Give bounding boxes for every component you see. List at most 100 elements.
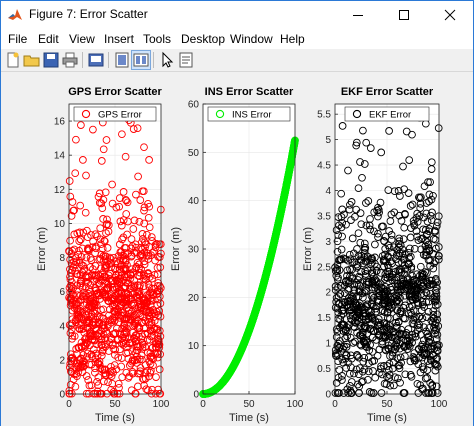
data-point xyxy=(427,389,436,397)
data-point xyxy=(356,209,365,217)
data-point xyxy=(396,307,405,316)
data-point xyxy=(152,373,160,381)
data-point xyxy=(104,283,112,292)
data-point xyxy=(400,185,409,194)
data-point xyxy=(364,375,372,384)
new-figure-icon[interactable] xyxy=(4,51,22,69)
data-point xyxy=(417,343,426,351)
data-point xyxy=(348,234,357,243)
data-point xyxy=(71,261,79,269)
data-point xyxy=(373,351,382,360)
data-point xyxy=(416,194,424,202)
y-tick-label: 5 xyxy=(325,135,331,146)
edit-plot-arrow-icon[interactable] xyxy=(158,51,176,69)
data-point xyxy=(396,192,404,200)
close-icon xyxy=(444,9,456,21)
data-point xyxy=(152,325,161,334)
data-point xyxy=(382,328,391,336)
data-point xyxy=(358,173,366,182)
menu-desktop[interactable]: Desktop xyxy=(181,32,226,46)
save-icon[interactable] xyxy=(42,51,60,69)
data-point xyxy=(95,279,104,288)
data-point xyxy=(109,296,118,305)
data-point xyxy=(427,165,436,173)
toggle-plot-tools-icon[interactable] xyxy=(113,51,131,69)
data-point xyxy=(354,370,363,379)
data-point xyxy=(369,389,378,397)
data-point xyxy=(368,270,376,278)
data-point xyxy=(66,350,75,359)
data-point xyxy=(399,389,408,397)
data-point xyxy=(409,216,418,225)
data-point xyxy=(429,311,438,319)
data-point xyxy=(69,284,78,293)
data-point xyxy=(363,252,372,261)
open-property-inspector-icon[interactable] xyxy=(177,51,195,69)
x-tick-label: 100 xyxy=(287,399,304,410)
data-point xyxy=(347,216,355,224)
data-point xyxy=(335,366,344,374)
menu-window[interactable]: Window xyxy=(230,32,273,46)
data-point xyxy=(116,256,125,265)
data-point xyxy=(362,199,370,207)
data-point xyxy=(93,232,101,241)
data-point xyxy=(384,366,393,374)
close-button[interactable] xyxy=(427,1,473,29)
open-file-icon[interactable] xyxy=(23,51,41,69)
data-point xyxy=(388,282,397,291)
print-preview-icon[interactable] xyxy=(87,51,105,69)
data-point xyxy=(343,272,351,280)
data-point xyxy=(137,351,146,360)
menu-file[interactable]: File xyxy=(8,32,28,46)
data-point xyxy=(129,225,138,233)
data-point xyxy=(397,216,406,225)
data-point xyxy=(69,299,77,307)
data-point xyxy=(355,310,363,318)
data-point xyxy=(411,286,419,295)
data-point xyxy=(96,288,105,297)
title-bar[interactable]: Figure 7: Error Scatter xyxy=(1,1,473,29)
legend: GPS Error xyxy=(73,106,157,122)
data-point xyxy=(396,294,404,302)
data-point xyxy=(398,245,407,254)
data-point xyxy=(110,307,118,315)
data-point xyxy=(91,230,100,239)
menu-help[interactable]: Help xyxy=(280,32,305,46)
data-point xyxy=(342,364,350,372)
data-point xyxy=(93,289,102,297)
data-point xyxy=(335,300,344,308)
menu-tools[interactable]: Tools xyxy=(143,32,172,46)
toolbar-separator xyxy=(153,52,154,68)
data-point xyxy=(93,331,101,340)
data-point xyxy=(93,387,102,396)
minimize-button[interactable] xyxy=(335,1,381,29)
y-axis-label: Error (m) xyxy=(170,227,182,271)
toolbar-separator xyxy=(108,52,109,68)
data-point xyxy=(86,254,95,262)
y-tick-label: 40 xyxy=(188,196,200,207)
data-point xyxy=(395,237,404,246)
menu-view[interactable]: View xyxy=(69,32,95,46)
data-point xyxy=(393,296,402,305)
data-point xyxy=(392,255,400,263)
maximize-button[interactable] xyxy=(381,1,427,29)
menu-insert[interactable]: Insert xyxy=(104,32,135,46)
data-point xyxy=(83,349,92,358)
data-point xyxy=(131,240,140,249)
data-point xyxy=(103,220,112,228)
x-axis-label: Time (s) xyxy=(367,412,407,424)
print-icon[interactable] xyxy=(61,51,79,69)
data-point xyxy=(342,220,350,229)
menu-edit[interactable]: Edit xyxy=(38,32,59,46)
chart-title: GPS Error Scatter xyxy=(68,86,162,98)
data-point xyxy=(352,138,361,147)
y-tick-label: 2.5 xyxy=(317,262,331,273)
data-point xyxy=(430,259,438,268)
data-point xyxy=(360,160,369,168)
data-point xyxy=(355,272,363,281)
data-point xyxy=(415,193,423,202)
data-point xyxy=(147,332,155,341)
show-plot-tools-icon[interactable] xyxy=(131,50,151,70)
x-axis-label: Time (s) xyxy=(229,412,269,424)
